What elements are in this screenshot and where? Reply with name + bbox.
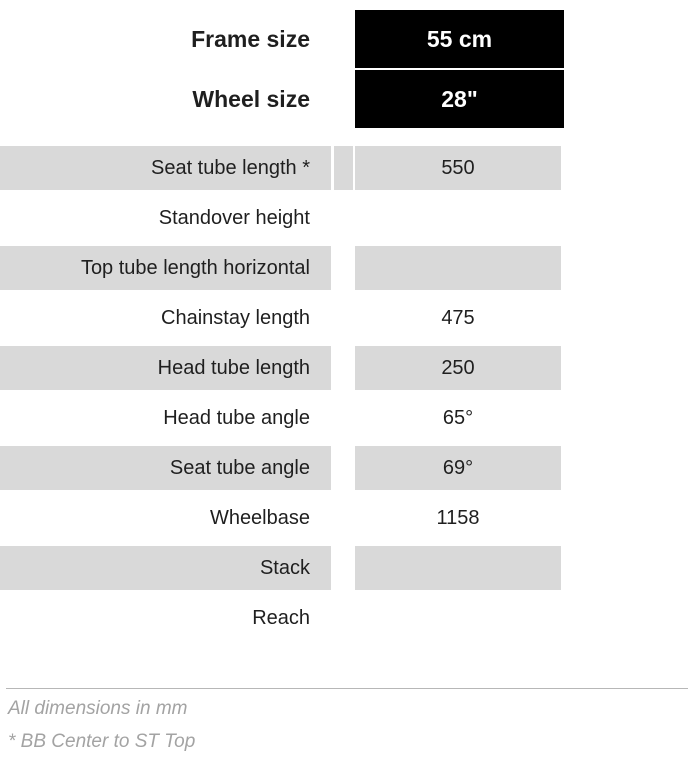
spec-value: 250 bbox=[355, 346, 561, 390]
size-header: Frame size 55 cm Wheel size 28" bbox=[0, 0, 690, 128]
spec-value: 1158 bbox=[436, 506, 480, 529]
spec-row-head-tube-angle: Head tube angle 65° bbox=[0, 393, 690, 443]
spec-spacer bbox=[334, 546, 353, 590]
spec-spacer bbox=[334, 496, 353, 540]
spec-label: Standover height bbox=[158, 206, 310, 229]
frame-size-row: Frame size 55 cm bbox=[0, 10, 690, 68]
spec-spacer bbox=[334, 346, 353, 390]
spec-value bbox=[355, 596, 561, 640]
footnotes: All dimensions in mm * BB Center to ST T… bbox=[0, 688, 690, 753]
header-spacer bbox=[331, 10, 355, 68]
spec-spacer bbox=[334, 296, 353, 340]
spec-value bbox=[355, 246, 561, 290]
spec-label: Wheelbase bbox=[209, 506, 310, 529]
spec-spacer bbox=[334, 446, 353, 490]
spec-row-chainstay-length: Chainstay length 475 bbox=[0, 293, 690, 343]
spec-value: 550 bbox=[355, 146, 561, 190]
spec-row-seat-tube-angle: Seat tube angle 69° bbox=[0, 443, 690, 493]
spec-row-standover-height: Standover height bbox=[0, 193, 690, 243]
wheel-size-label: Wheel size bbox=[192, 85, 310, 112]
spec-value: 65° bbox=[442, 406, 474, 429]
spec-label: Head tube angle bbox=[163, 406, 310, 429]
spec-label: Stack bbox=[0, 546, 331, 590]
spec-label: Chainstay length bbox=[161, 306, 310, 329]
spec-value bbox=[355, 546, 561, 590]
spec-row-seat-tube-length: Seat tube length * 550 bbox=[0, 143, 690, 193]
spec-value bbox=[355, 196, 561, 240]
spec-row-stack: Stack bbox=[0, 543, 690, 593]
spec-spacer bbox=[334, 396, 353, 440]
spec-label: Reach bbox=[252, 606, 310, 629]
spec-spacer bbox=[334, 596, 353, 640]
units-note: All dimensions in mm bbox=[8, 698, 188, 719]
wheel-size-value: 28" bbox=[355, 70, 564, 128]
frame-size-label: Frame size bbox=[191, 25, 310, 52]
spec-value: 475 bbox=[441, 306, 475, 329]
spec-row-head-tube-length: Head tube length 250 bbox=[0, 343, 690, 393]
frame-size-value: 55 cm bbox=[355, 10, 564, 68]
spec-label: Top tube length horizontal bbox=[0, 246, 331, 290]
spec-spacer bbox=[334, 146, 353, 190]
spec-row-reach: Reach bbox=[0, 593, 690, 643]
bb-footnote: * BB Center to ST Top bbox=[8, 731, 196, 752]
header-spacer bbox=[331, 70, 355, 128]
spec-spacer bbox=[334, 246, 353, 290]
spec-value: 69° bbox=[355, 446, 561, 490]
spec-spacer bbox=[334, 196, 353, 240]
spec-label: Head tube length bbox=[0, 346, 331, 390]
spec-row-wheelbase: Wheelbase 1158 bbox=[0, 493, 690, 543]
wheel-size-row: Wheel size 28" bbox=[0, 70, 690, 128]
spec-label: Seat tube angle bbox=[0, 446, 331, 490]
spec-row-top-tube-length: Top tube length horizontal bbox=[0, 243, 690, 293]
divider-line bbox=[6, 688, 688, 689]
spec-label: Seat tube length * bbox=[0, 146, 331, 190]
geometry-table: Seat tube length * 550 Standover height … bbox=[0, 143, 690, 643]
